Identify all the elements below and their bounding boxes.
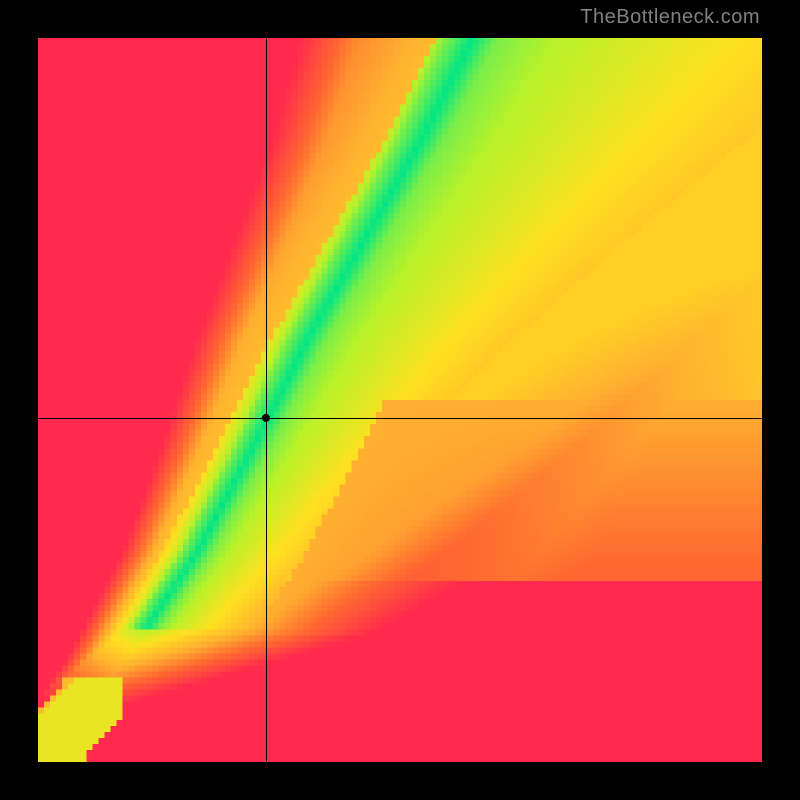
crosshair-horizontal	[38, 418, 762, 419]
watermark-text: TheBottleneck.com	[580, 6, 760, 29]
heatmap-plot	[38, 38, 762, 762]
heatmap-canvas	[38, 38, 762, 762]
crosshair-marker-dot	[262, 414, 270, 422]
crosshair-vertical	[266, 38, 267, 762]
